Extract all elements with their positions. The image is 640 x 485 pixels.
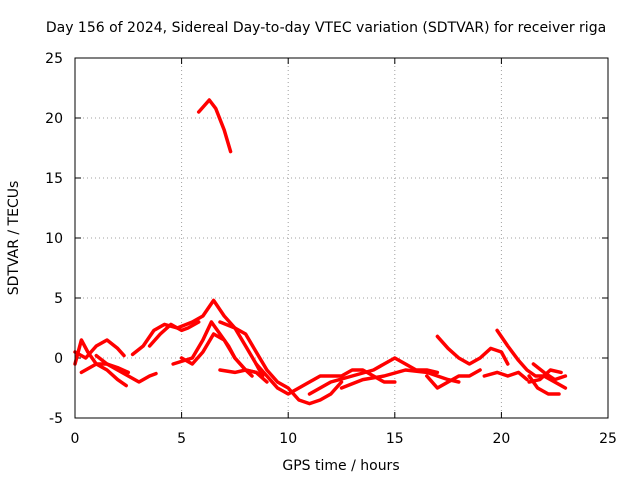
x-tick-label: 15: [386, 431, 404, 447]
y-tick-label: 20: [45, 111, 63, 127]
series-arc-12: [307, 356, 440, 396]
tick-layer: [74, 57, 609, 419]
grid-layer: [75, 58, 608, 418]
y-tick-label: 5: [54, 291, 63, 307]
y-tick-label: 0: [54, 351, 63, 367]
x-tick-label: 20: [492, 431, 510, 447]
series-arc-4: [94, 353, 158, 384]
axes-frame: [74, 57, 609, 419]
x-tick-label: 0: [71, 431, 80, 447]
series-arc-6: [147, 320, 201, 348]
x-tick-label: 25: [599, 431, 617, 447]
x-axis-label: GPS time / hours: [282, 458, 399, 474]
y-tick-label: -5: [49, 411, 63, 427]
series-arc-8: [179, 332, 254, 378]
series-arc-21: [196, 98, 233, 154]
series-arc-5: [130, 298, 265, 378]
y-tick-label: 15: [45, 171, 63, 187]
series-arc-20: [527, 374, 561, 396]
series-arc-13: [339, 368, 461, 390]
series-arc-9: [218, 368, 258, 375]
y-tick-label: 10: [45, 231, 63, 247]
series-arc-14: [425, 368, 482, 390]
y-tick-label: 25: [45, 51, 63, 67]
series-arc-2: [73, 338, 126, 360]
series-layer: [73, 98, 568, 406]
x-tick-label: 10: [279, 431, 297, 447]
x-tick-label: 5: [177, 431, 186, 447]
series-arc-11: [254, 362, 397, 396]
series-arc-15: [435, 334, 510, 366]
chart-title: Day 156 of 2024, Sidereal Day-to-day VTE…: [46, 20, 606, 36]
series-arc-17: [482, 370, 529, 382]
series-arc-16: [495, 328, 568, 390]
series-arc-18: [531, 362, 568, 382]
label-layer: 0 5 10 15 20 25 -5 0 5 10 15 20 25: [45, 51, 617, 447]
y-axis-label: SDTVAR / TECUs: [6, 181, 22, 296]
series-arc-10: [218, 320, 344, 406]
